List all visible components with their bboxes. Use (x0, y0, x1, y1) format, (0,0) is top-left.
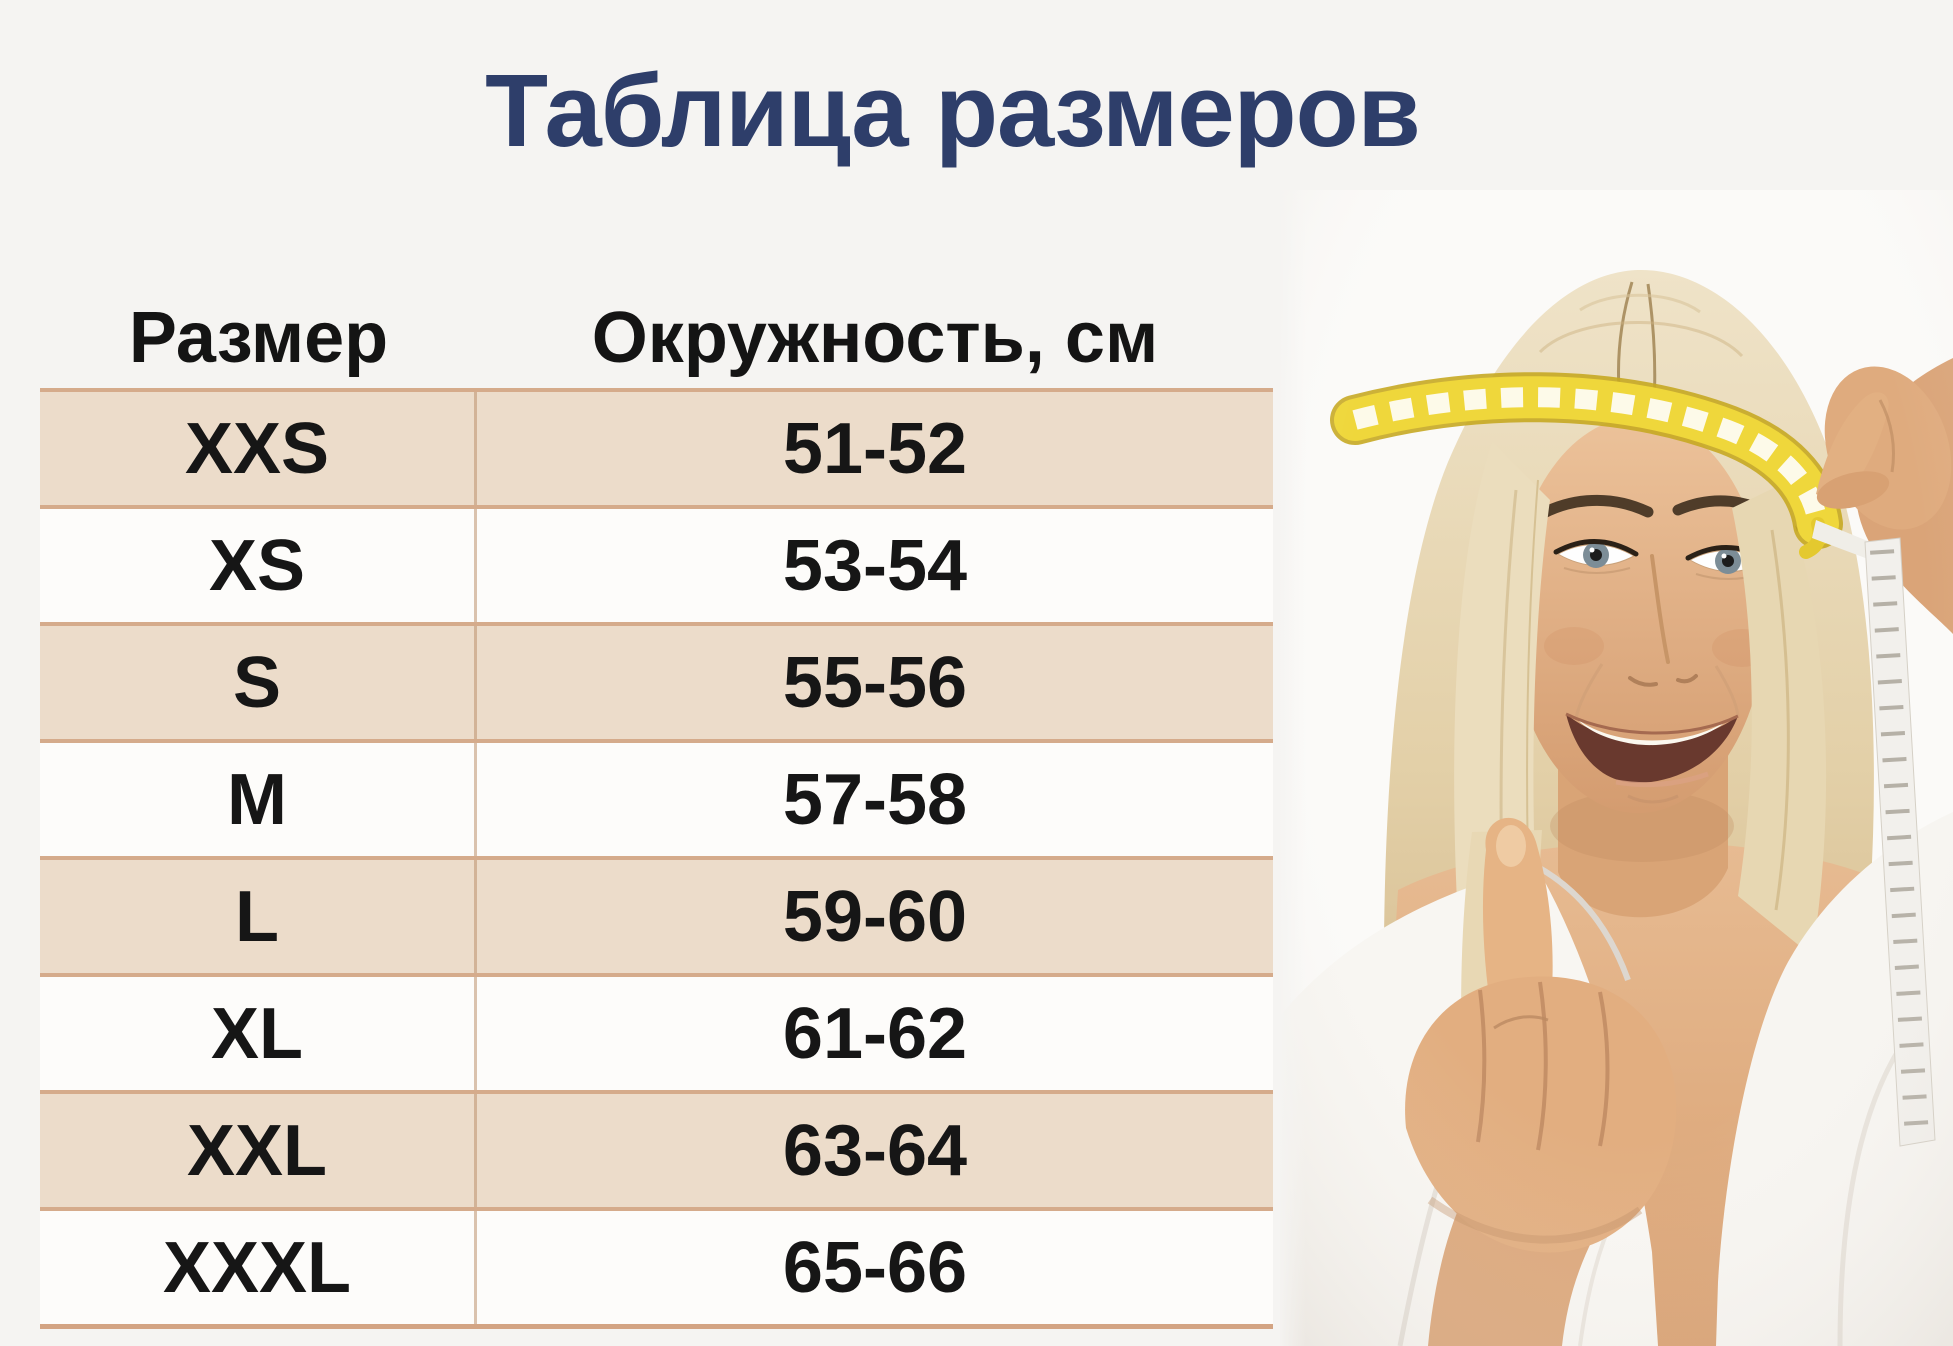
table-row: XS 53-54 (40, 505, 1273, 622)
circumference-cell: 63-64 (782, 1110, 968, 1191)
size-cell: XS (40, 509, 477, 622)
photo-edge-fade (1280, 190, 1306, 1346)
table-row: XL 61-62 (40, 973, 1273, 1090)
column-header-circumference: Окружность, см (591, 298, 1159, 378)
size-cell: XXL (40, 1094, 477, 1207)
circumference-cell: 53-54 (782, 525, 968, 606)
woman-measuring-head-photo (1280, 190, 1953, 1346)
circumference-cell: 57-58 (782, 759, 968, 840)
table-row: S 55-56 (40, 622, 1273, 739)
table-body: XXS 51-52 XS 53-54 S 55-56 M 57-58 L 59-… (40, 388, 1273, 1329)
size-cell: M (40, 743, 477, 856)
table-header-row: Размер Окружность, см (40, 288, 1273, 388)
circumference-cell: 65-66 (782, 1227, 968, 1308)
circumference-cell: 61-62 (782, 993, 968, 1074)
circumference-cell: 59-60 (782, 876, 968, 957)
size-cell: XL (40, 977, 477, 1090)
table-row: M 57-58 (40, 739, 1273, 856)
column-header-size: Размер (128, 298, 389, 378)
size-cell: L (40, 860, 477, 973)
woman-illustration (1280, 190, 1953, 1346)
size-table: Размер Окружность, см XXS 51-52 XS 53-54… (40, 288, 1273, 1329)
size-cell: S (40, 626, 477, 739)
size-cell: XXXL (40, 1211, 477, 1324)
table-row: L 59-60 (40, 856, 1273, 973)
page-title: Таблица размеров (485, 53, 1421, 168)
circumference-cell: 51-52 (782, 408, 968, 489)
table-row: XXL 63-64 (40, 1090, 1273, 1207)
table-row: XXS 51-52 (40, 388, 1273, 505)
circumference-cell: 55-56 (782, 642, 968, 723)
size-cell: XXS (40, 392, 477, 505)
photo-vignette (1280, 190, 1953, 1346)
table-row: XXXL 65-66 (40, 1207, 1273, 1324)
